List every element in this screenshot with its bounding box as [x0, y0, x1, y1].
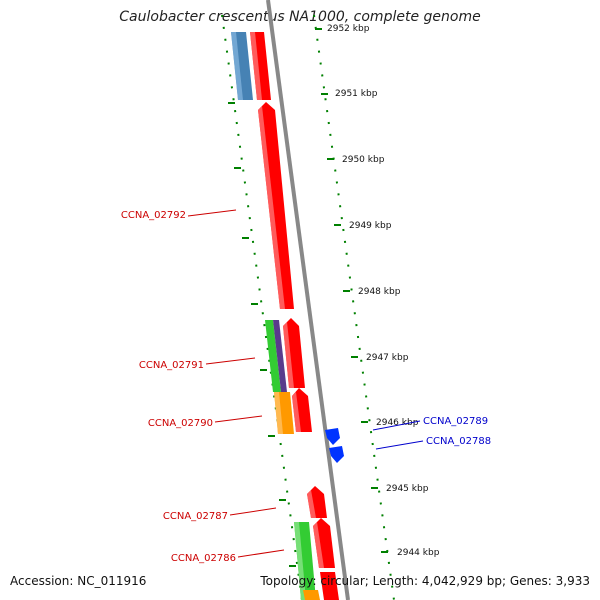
feature-orange-02790[interactable]: [274, 392, 294, 434]
feature-red-02790[interactable]: [292, 388, 312, 432]
kbp-label: 2947 kbp: [366, 353, 409, 363]
outer-tick-ring: [313, 14, 395, 600]
feature-ccna-02787[interactable]: [307, 486, 327, 518]
kbp-label: 2946 kbp: [376, 418, 419, 428]
major-tick-2951: 2951 kbp: [321, 89, 378, 99]
kbp-label: 2949 kbp: [349, 221, 392, 231]
feature-red-02786[interactable]: [313, 518, 335, 568]
kbp-label: 2948 kbp: [358, 287, 401, 297]
topology-text: Topology: circular; Length: 4,042,929 bp…: [260, 574, 590, 588]
major-tick-2950: 2950 kbp: [327, 155, 385, 165]
label-leaders: [187, 209, 424, 558]
accession-text: Accession: NC_011916: [10, 574, 147, 588]
map-title: Caulobacter crescentus NA1000, complete …: [119, 9, 481, 25]
gene-label-ccna-02790[interactable]: CCNA_02790: [148, 418, 213, 429]
feature-purple-02791[interactable]: [273, 320, 287, 392]
major-tick-2952: 2952 kbp: [315, 24, 370, 34]
kbp-label: 2950 kbp: [342, 155, 385, 165]
feature-red-top[interactable]: [250, 32, 271, 100]
major-tick-2949: 2949 kbp: [334, 221, 392, 231]
major-tick-2946: 2946 kbp: [361, 418, 419, 428]
feature-green-02791[interactable]: [265, 320, 281, 392]
feature-ccna-02792[interactable]: [258, 102, 294, 309]
kbp-label: 2951 kbp: [335, 89, 378, 99]
gene-label-ccna-02787[interactable]: CCNA_02787: [163, 511, 228, 522]
genome-backbone: [266, 0, 350, 600]
inner-major-ticks: [228, 102, 296, 567]
gene-label-ccna-02786[interactable]: CCNA_02786: [171, 553, 236, 564]
feature-blue-top[interactable]: [231, 32, 253, 100]
gene-label-ccna-02792[interactable]: CCNA_02792: [121, 210, 186, 221]
feature-ccna-02788[interactable]: [329, 446, 344, 463]
gene-label-ccna-02789[interactable]: CCNA_02789: [423, 416, 488, 427]
kbp-label: 2944 kbp: [397, 548, 440, 558]
gene-label-ccna-02788[interactable]: CCNA_02788: [426, 436, 491, 447]
feature-red-bottom[interactable]: [320, 572, 339, 600]
major-tick-2945: 2945 kbp: [371, 484, 429, 494]
feature-green-02786[interactable]: [294, 522, 316, 600]
feature-red-02791[interactable]: [283, 318, 305, 388]
feature-orange-bottom[interactable]: [303, 590, 320, 600]
major-tick-2944: 2944 kbp: [381, 548, 440, 558]
feature-ccna-02789[interactable]: [325, 428, 340, 445]
major-tick-2948: 2948 kbp: [343, 287, 401, 297]
kbp-label: 2945 kbp: [386, 484, 429, 494]
kbp-label: 2952 kbp: [327, 24, 370, 34]
gene-label-ccna-02791[interactable]: CCNA_02791: [139, 360, 204, 371]
inner-tick-ring: [221, 14, 303, 600]
major-tick-2947: 2947 kbp: [351, 353, 409, 363]
